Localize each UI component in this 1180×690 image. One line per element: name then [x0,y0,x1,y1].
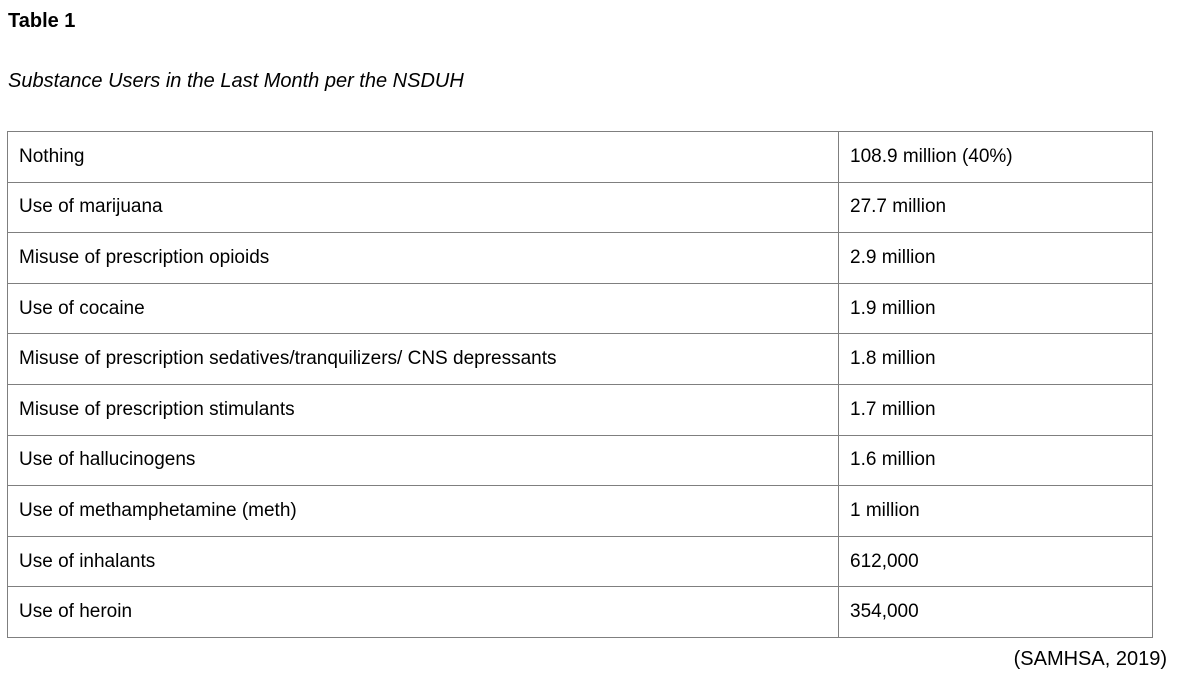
count-cell: 1.9 million [838,282,1153,335]
substance-cell: Use of cocaine [7,282,839,335]
substance-cell: Nothing [7,131,839,183]
table-number-label: Table 1 [8,10,76,32]
table-row: Use of inhalants 612,000 [7,535,1153,588]
substance-cell: Use of hallucinogens [7,434,839,487]
substance-cell: Misuse of prescription opioids [7,232,839,284]
count-cell: 612,000 [838,535,1153,588]
table-row: Misuse of prescription sedatives/tranqui… [7,333,1153,385]
substance-cell: Misuse of prescription sedatives/tranqui… [7,333,839,385]
table-row: Use of cocaine 1.9 million [7,282,1153,335]
substance-cell: Use of heroin [7,586,839,638]
substance-cell: Use of inhalants [7,535,839,588]
substance-cell: Use of methamphetamine (meth) [7,485,839,537]
table-row: Use of heroin 354,000 [7,586,1153,638]
table-title: Substance Users in the Last Month per th… [8,70,464,92]
source-citation: (SAMHSA, 2019) [1013,648,1167,670]
count-cell: 1.8 million [838,333,1153,385]
count-cell: 1.7 million [838,383,1153,436]
count-cell: 354,000 [838,586,1153,638]
table-row: Use of marijuana 27.7 million [7,181,1153,234]
table-row: Use of hallucinogens 1.6 million [7,434,1153,487]
count-cell: 1.6 million [838,434,1153,487]
count-cell: 2.9 million [838,232,1153,284]
table-row: Nothing 108.9 million (40%) [7,131,1153,183]
table-row: Misuse of prescription stimulants 1.7 mi… [7,383,1153,436]
count-cell: 1 million [838,485,1153,537]
count-cell: 108.9 million (40%) [838,131,1153,183]
substance-users-table: Nothing 108.9 million (40%) Use of marij… [7,131,1153,638]
substance-cell: Misuse of prescription stimulants [7,383,839,436]
substance-cell: Use of marijuana [7,181,839,234]
table-row: Misuse of prescription opioids 2.9 milli… [7,232,1153,284]
table-row: Use of methamphetamine (meth) 1 million [7,485,1153,537]
count-cell: 27.7 million [838,181,1153,234]
